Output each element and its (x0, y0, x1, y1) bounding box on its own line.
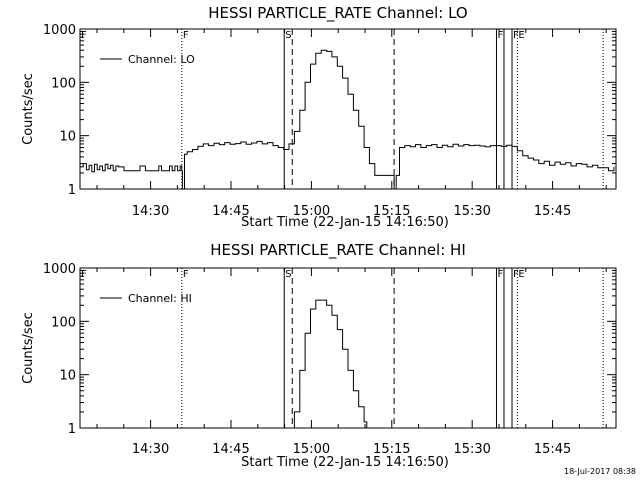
flag-marker-letter: E (518, 269, 524, 280)
flag-marker-letter: F (513, 30, 519, 41)
flag-marker-letter: F (183, 30, 189, 41)
x-tick-label: 14:30 (132, 204, 169, 219)
x-tick-label: 15:15 (373, 442, 410, 457)
flag-marker-letter: S (285, 30, 291, 41)
y-tick-label: 1 (68, 422, 76, 437)
chart-title: HESSI PARTICLE_RATE Channel: HI (210, 241, 466, 260)
y-tick-label: 100 (51, 76, 76, 91)
x-tick-label: 15:15 (373, 204, 410, 219)
x-tick-label: 15:00 (293, 204, 330, 219)
chart-title: HESSI PARTICLE_RATE Channel: LO (208, 4, 467, 23)
flag-marker-letter: F (497, 30, 503, 41)
flag-marker-letter: F (81, 269, 87, 280)
x-tick-label: 15:00 (293, 442, 330, 457)
legend-label: Channel: HI (128, 292, 192, 305)
flag-marker-letter: F (497, 269, 503, 280)
y-tick-label: 1000 (43, 23, 76, 38)
y-tick-label: 1000 (43, 262, 76, 277)
flag-marker-letter: F (81, 30, 87, 41)
y-axis-label: Counts/sec (21, 73, 36, 145)
x-tick-label: 14:30 (132, 442, 169, 457)
x-axis-label: Start Time (22-Jan-15 14:16:50) (241, 215, 449, 230)
flag-marker-letter: S (285, 269, 291, 280)
panel-channel-hi: HESSI PARTICLE_RATE Channel: HI Start Ti… (21, 241, 617, 470)
x-tick-label: 14:45 (212, 442, 249, 457)
x-axis-label: Start Time (22-Jan-15 14:16:50) (241, 455, 449, 470)
flag-marker-letter: F (513, 269, 519, 280)
x-tick-label: 15:30 (453, 442, 490, 457)
flag-marker-letter: F (183, 269, 189, 280)
x-tick-label: 15:45 (534, 204, 571, 219)
x-tick-label: 15:30 (453, 204, 490, 219)
x-tick-label: 15:45 (534, 442, 571, 457)
legend-label: Channel: LO (128, 53, 195, 66)
panel-channel-lo: HESSI PARTICLE_RATE Channel: LO Start Ti… (21, 4, 617, 230)
y-tick-label: 1 (68, 183, 76, 198)
y-tick-label: 100 (51, 315, 76, 330)
data-series-line (80, 49, 615, 190)
y-tick-label: 10 (59, 130, 76, 145)
y-tick-label: 10 (59, 369, 76, 384)
flag-marker-letter: E (518, 30, 524, 41)
y-axis-label: Counts/sec (21, 312, 36, 384)
generation-timestamp: 18-Jul-2017 08:38 (564, 467, 636, 476)
data-series-line (291, 299, 368, 429)
x-tick-label: 14:45 (212, 204, 249, 219)
